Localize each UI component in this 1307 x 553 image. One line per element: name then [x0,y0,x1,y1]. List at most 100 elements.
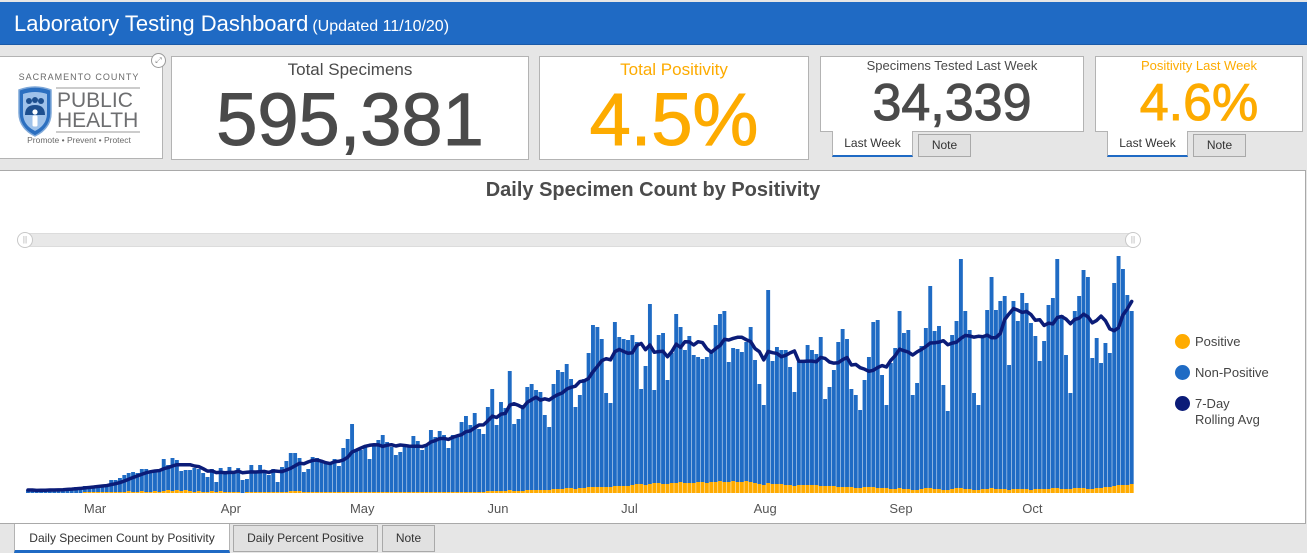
bar-non-positive[interactable] [201,473,206,492]
bar-non-positive[interactable] [599,339,604,487]
bar-positive[interactable] [275,492,280,493]
bar-non-positive[interactable] [380,435,385,492]
bar-positive[interactable] [744,481,749,493]
bar-non-positive[interactable] [1033,336,1038,489]
bar-positive[interactable] [96,492,100,493]
bar-positive[interactable] [297,491,302,493]
bar-non-positive[interactable] [937,326,941,489]
bar-non-positive[interactable] [1094,338,1099,488]
bar-positive[interactable] [472,492,477,493]
bar-positive[interactable] [691,483,696,493]
bar-positive[interactable] [148,492,153,493]
bar-non-positive[interactable] [485,407,490,491]
bar-positive[interactable] [183,490,188,493]
bar-positive[interactable] [599,487,604,493]
bar-positive[interactable] [958,488,963,493]
bar-non-positive[interactable] [450,435,455,492]
bar-positive[interactable] [963,489,968,493]
tab-daily-percent-positive[interactable]: Daily Percent Positive [233,525,378,552]
bar-non-positive[interactable] [573,407,578,489]
bar-positive[interactable] [1020,489,1025,493]
bar-non-positive[interactable] [455,435,460,492]
bar-non-positive[interactable] [626,340,630,486]
bar-non-positive[interactable] [985,310,990,489]
bar-positive[interactable] [284,492,289,493]
bar-non-positive[interactable] [126,473,131,491]
slider-handle-start-grip-icon[interactable]: || [17,232,33,248]
bar-positive[interactable] [910,490,915,493]
bar-positive[interactable] [227,492,232,493]
bar-non-positive[interactable] [866,357,871,487]
bar-positive[interactable] [626,486,630,493]
bar-positive[interactable] [805,485,810,493]
bar-non-positive[interactable] [674,314,679,483]
bar-positive[interactable] [209,491,214,493]
bar-positive[interactable] [319,492,324,493]
bar-non-positive[interactable] [993,310,998,489]
bar-non-positive[interactable] [739,352,744,482]
bar-positive[interactable] [1064,489,1068,493]
bar-non-positive[interactable] [144,469,149,492]
bar-non-positive[interactable] [713,325,718,482]
bar-positive[interactable] [665,484,670,493]
bar-positive[interactable] [446,492,451,493]
bar-positive[interactable] [980,489,985,493]
bar-non-positive[interactable] [188,470,192,491]
bar-non-positive[interactable] [542,415,547,490]
bar-positive[interactable] [709,482,714,493]
bar-positive[interactable] [923,488,928,493]
bar-non-positive[interactable] [1024,303,1029,489]
bar-non-positive[interactable] [818,337,823,486]
bar-non-positive[interactable] [433,437,438,492]
bar-non-positive[interactable] [319,461,324,492]
bar-non-positive[interactable] [236,468,241,492]
bar-positive[interactable] [757,484,762,493]
bar-non-positive[interactable] [100,485,105,492]
bar-positive[interactable] [617,486,622,493]
bar-positive[interactable] [459,492,464,493]
bar-non-positive[interactable] [1099,363,1103,488]
bar-positive[interactable] [450,492,455,493]
bar-non-positive[interactable] [398,452,403,492]
bar-positive[interactable] [713,482,718,493]
bar-non-positive[interactable] [1107,353,1112,487]
bar-non-positive[interactable] [748,327,753,482]
bar-non-positive[interactable] [766,290,771,483]
bar-positive[interactable] [823,486,828,493]
tab-positivity-last-week[interactable]: Last Week [1107,131,1188,157]
bar-positive[interactable] [1103,487,1108,493]
bar-positive[interactable] [560,489,565,493]
bar-positive[interactable] [1068,489,1073,493]
bar-non-positive[interactable] [569,379,574,488]
bar-positive[interactable] [954,488,959,493]
bar-positive[interactable] [985,489,990,493]
bar-positive[interactable] [166,490,171,493]
bar-positive[interactable] [538,490,543,493]
bar-non-positive[interactable] [836,342,841,487]
bar-positive[interactable] [328,492,333,493]
bar-non-positive[interactable] [604,393,609,487]
bar-positive[interactable] [766,483,771,493]
bar-non-positive[interactable] [555,370,560,489]
bar-non-positive[interactable] [245,479,249,492]
bar-non-positive[interactable] [249,465,254,492]
bar-non-positive[interactable] [1129,311,1134,484]
bar-positive[interactable] [1094,488,1099,493]
bar-positive[interactable] [139,491,144,493]
bar-non-positive[interactable] [639,389,644,484]
bar-positive[interactable] [196,491,201,493]
bar-non-positive[interactable] [678,327,683,482]
bar-positive[interactable] [976,490,981,493]
bar-non-positive[interactable] [963,311,968,489]
bar-positive[interactable] [1116,485,1121,493]
bar-positive[interactable] [840,487,845,493]
bar-positive[interactable] [941,490,946,493]
bar-non-positive[interactable] [231,473,236,492]
bar-positive[interactable] [726,482,731,493]
bar-positive[interactable] [779,484,784,493]
bar-positive[interactable] [376,492,381,493]
tab-daily-specimen-count[interactable]: Daily Specimen Count by Positivity [14,524,230,553]
bar-positive[interactable] [1042,489,1047,493]
bar-non-positive[interactable] [315,458,319,492]
bar-non-positive[interactable] [871,322,876,487]
